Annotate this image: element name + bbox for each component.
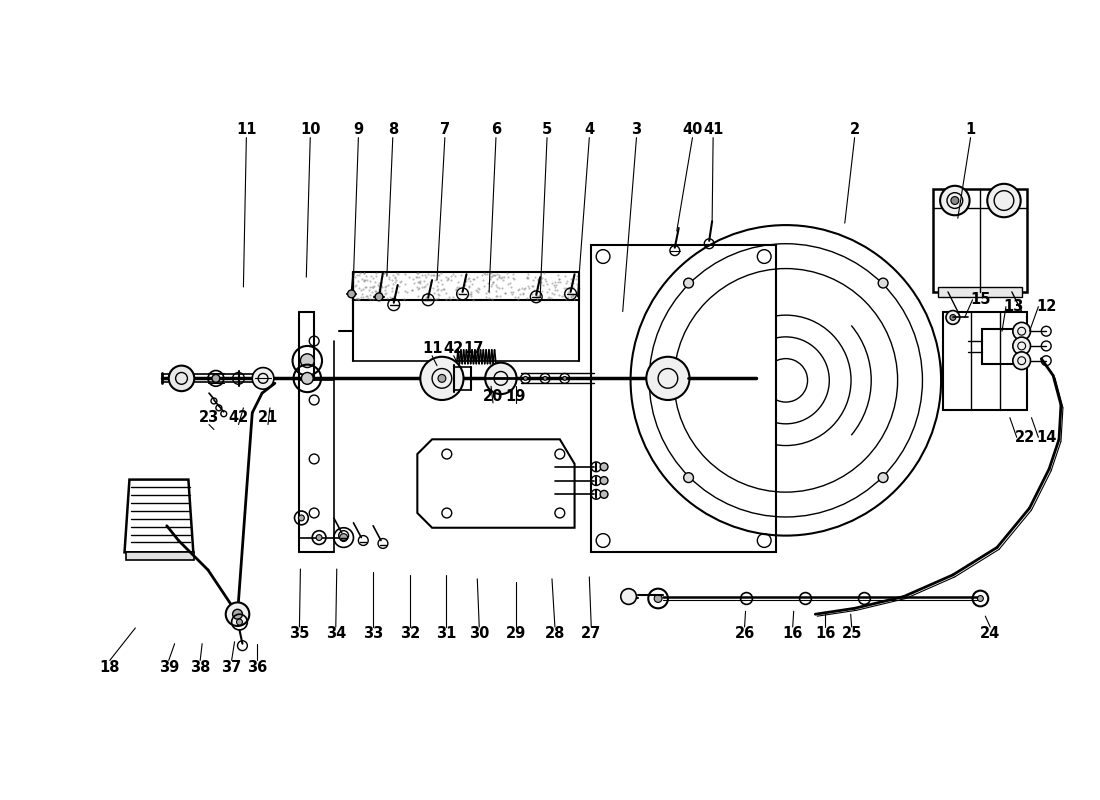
Text: 42: 42 bbox=[229, 410, 249, 425]
Polygon shape bbox=[124, 479, 194, 552]
Bar bbox=[592, 245, 776, 552]
Text: 9: 9 bbox=[353, 122, 363, 138]
Circle shape bbox=[601, 490, 608, 498]
Circle shape bbox=[316, 534, 322, 541]
Text: 34: 34 bbox=[326, 626, 345, 642]
Text: 32: 32 bbox=[400, 626, 420, 642]
Bar bbox=[126, 552, 195, 560]
Bar bbox=[943, 311, 1026, 410]
Text: 29: 29 bbox=[506, 626, 526, 642]
Circle shape bbox=[647, 357, 690, 400]
Circle shape bbox=[301, 373, 314, 384]
Text: 37: 37 bbox=[221, 660, 242, 674]
Circle shape bbox=[950, 197, 959, 205]
Text: 1: 1 bbox=[966, 122, 976, 138]
Text: 15: 15 bbox=[970, 292, 991, 307]
Text: 36: 36 bbox=[248, 660, 267, 674]
Text: 22: 22 bbox=[1014, 430, 1035, 445]
Text: 35: 35 bbox=[289, 626, 309, 642]
Text: 18: 18 bbox=[99, 660, 120, 674]
Text: 38: 38 bbox=[190, 660, 210, 674]
Text: 12: 12 bbox=[1036, 299, 1056, 314]
Text: 26: 26 bbox=[735, 626, 755, 642]
Circle shape bbox=[524, 377, 527, 380]
Text: 3: 3 bbox=[631, 122, 641, 138]
Circle shape bbox=[950, 314, 956, 321]
Circle shape bbox=[300, 354, 315, 367]
Bar bbox=[933, 189, 1026, 292]
Circle shape bbox=[563, 377, 566, 380]
Text: 7: 7 bbox=[440, 122, 450, 138]
Circle shape bbox=[940, 186, 969, 215]
Circle shape bbox=[348, 290, 355, 298]
Text: 4: 4 bbox=[584, 122, 594, 138]
Bar bbox=[982, 330, 1022, 364]
Bar bbox=[938, 287, 1022, 297]
Circle shape bbox=[601, 477, 608, 485]
Text: 8: 8 bbox=[387, 122, 398, 138]
Circle shape bbox=[298, 515, 305, 521]
Text: 28: 28 bbox=[544, 626, 565, 642]
Text: 42: 42 bbox=[443, 342, 464, 357]
Circle shape bbox=[212, 374, 220, 382]
Text: 33: 33 bbox=[363, 626, 383, 642]
Text: 11: 11 bbox=[421, 342, 442, 357]
Text: 19: 19 bbox=[505, 389, 526, 403]
Circle shape bbox=[1013, 337, 1031, 354]
Circle shape bbox=[878, 278, 888, 288]
Text: 11: 11 bbox=[236, 122, 256, 138]
Text: 40: 40 bbox=[682, 122, 703, 138]
Circle shape bbox=[226, 602, 250, 626]
Circle shape bbox=[988, 184, 1021, 218]
Text: 13: 13 bbox=[1003, 299, 1024, 314]
Text: 25: 25 bbox=[842, 626, 862, 642]
Text: 20: 20 bbox=[483, 389, 503, 403]
Text: 6: 6 bbox=[491, 122, 501, 138]
Text: 31: 31 bbox=[436, 626, 456, 642]
Circle shape bbox=[878, 473, 888, 482]
Text: 41: 41 bbox=[703, 122, 724, 138]
Circle shape bbox=[485, 362, 517, 394]
Circle shape bbox=[236, 619, 242, 625]
Circle shape bbox=[978, 595, 983, 602]
Circle shape bbox=[946, 310, 960, 324]
Circle shape bbox=[654, 594, 662, 602]
Text: 16: 16 bbox=[782, 626, 803, 642]
Circle shape bbox=[438, 374, 446, 382]
Text: 39: 39 bbox=[158, 660, 179, 674]
Circle shape bbox=[543, 377, 547, 380]
Circle shape bbox=[1013, 352, 1031, 370]
Bar bbox=[353, 272, 580, 300]
Circle shape bbox=[168, 366, 195, 391]
Text: 21: 21 bbox=[257, 410, 278, 425]
Text: 27: 27 bbox=[581, 626, 602, 642]
Circle shape bbox=[375, 293, 383, 301]
Text: 2: 2 bbox=[849, 122, 860, 138]
Text: 5: 5 bbox=[542, 122, 552, 138]
Text: 14: 14 bbox=[1036, 430, 1056, 445]
Text: 17: 17 bbox=[463, 342, 484, 357]
Text: 23: 23 bbox=[199, 410, 219, 425]
Circle shape bbox=[252, 367, 274, 389]
Circle shape bbox=[620, 589, 637, 604]
Circle shape bbox=[683, 473, 693, 482]
Circle shape bbox=[420, 357, 463, 400]
Text: 30: 30 bbox=[469, 626, 490, 642]
Circle shape bbox=[232, 610, 242, 619]
Text: 24: 24 bbox=[980, 626, 1000, 642]
Polygon shape bbox=[417, 439, 574, 528]
Circle shape bbox=[1013, 322, 1031, 340]
Circle shape bbox=[683, 278, 693, 288]
Circle shape bbox=[601, 463, 608, 470]
Text: 16: 16 bbox=[815, 626, 835, 642]
Circle shape bbox=[340, 534, 348, 542]
Text: 10: 10 bbox=[300, 122, 320, 138]
